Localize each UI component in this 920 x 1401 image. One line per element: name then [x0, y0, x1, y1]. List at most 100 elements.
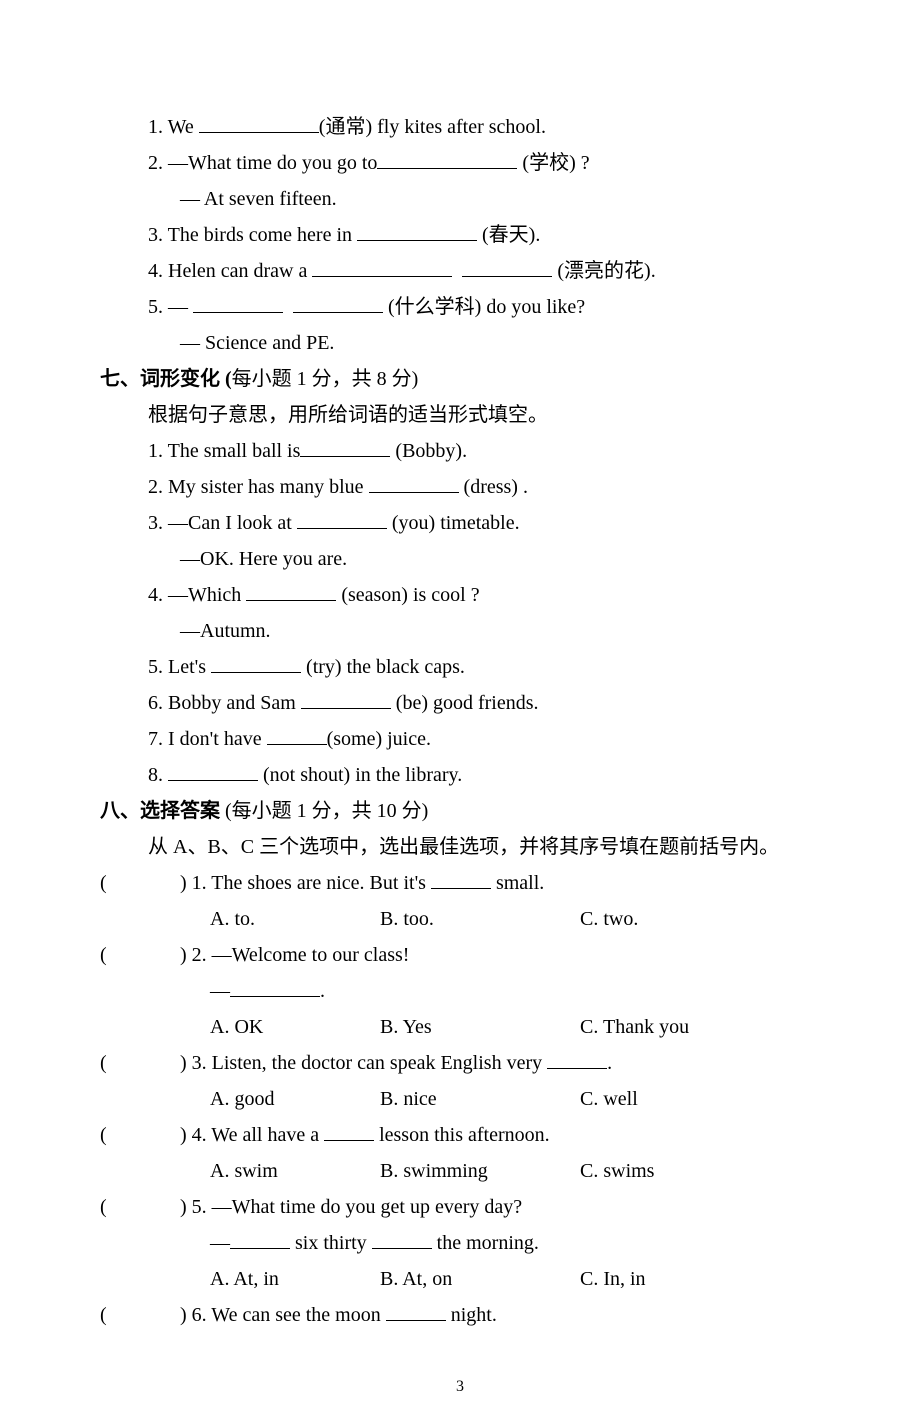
s7-q5: 5. Let's (try) the black caps. — [100, 650, 820, 685]
blank[interactable] — [199, 113, 319, 133]
s8-q4-options: A. swim B. swimming C. swims — [100, 1154, 820, 1189]
blank[interactable] — [357, 221, 477, 241]
s7-q1-pre: 1. The small ball is — [148, 440, 300, 462]
page-number-text: 3 — [456, 1378, 464, 1395]
s6-q1-hint: (通常) — [319, 116, 372, 138]
s8-q3-post: . — [607, 1052, 612, 1074]
s6-q2-ans: — At seven fifteen. — [100, 182, 820, 217]
s6-q1-post: fly kites after school. — [372, 116, 546, 138]
s6-q2: 2. —What time do you go to (学校) ? — [100, 146, 820, 181]
blank[interactable] — [168, 761, 258, 781]
s8-q3-options: A. good B. nice C. well — [100, 1082, 820, 1117]
option-b[interactable]: B. too. — [380, 902, 580, 937]
s7-q4: 4. —Which (season) is cool ? — [100, 578, 820, 613]
blank[interactable] — [246, 581, 336, 601]
s7-q7: 7. I don't have (some) juice. — [100, 722, 820, 757]
blank[interactable] — [372, 1229, 432, 1249]
blank[interactable] — [462, 257, 552, 277]
option-b[interactable]: B. At, on — [380, 1262, 580, 1297]
s7-q6: 6. Bobby and Sam (be) good friends. — [100, 686, 820, 721]
s8-q4: ( ) 4. We all have a lesson this afterno… — [100, 1118, 820, 1153]
s7-q7-pre: 7. I don't have — [148, 728, 267, 750]
section7-header: 七、词形变化 (每小题 1 分，共 8 分) — [100, 362, 820, 397]
blank[interactable] — [211, 653, 301, 673]
blank[interactable] — [386, 1301, 446, 1321]
blank[interactable] — [230, 1229, 290, 1249]
s6-q2-ans-text: — At seven fifteen. — [180, 188, 337, 210]
blank[interactable] — [312, 257, 452, 277]
answer-paren[interactable]: ( — [100, 866, 180, 901]
blank[interactable] — [267, 725, 327, 745]
option-b[interactable]: B. swimming — [380, 1154, 580, 1189]
answer-paren[interactable]: ( — [100, 938, 180, 973]
option-c[interactable]: C. In, in — [580, 1262, 646, 1297]
option-a[interactable]: A. to. — [210, 902, 380, 937]
s6-q3: 3. The birds come here in (春天). — [100, 218, 820, 253]
s6-q5-ans-text: — Science and PE. — [180, 332, 334, 354]
s8-q6-post: night. — [446, 1304, 497, 1326]
option-b[interactable]: B. nice — [380, 1082, 580, 1117]
page-number: 3 — [100, 1373, 820, 1401]
s8-q2-sub-post: . — [320, 980, 325, 1002]
s7-q3-pre: 3. —Can I look at — [148, 512, 297, 534]
s7-q5-pre: 5. Let's — [148, 656, 211, 678]
s8-q1-text: ) 1. The shoes are nice. But it's — [180, 872, 431, 894]
blank[interactable] — [297, 509, 387, 529]
section7-sub: 根据句子意思，用所给词语的适当形式填空。 — [100, 398, 820, 433]
option-c[interactable]: C. well — [580, 1082, 638, 1117]
blank[interactable] — [377, 149, 517, 169]
option-a[interactable]: A. good — [210, 1082, 380, 1117]
s7-q4-pre: 4. —Which — [148, 584, 246, 606]
blank[interactable] — [193, 293, 283, 313]
blank[interactable] — [230, 977, 320, 997]
s7-q7-hint: (some) juice. — [327, 728, 431, 750]
blank[interactable] — [369, 473, 459, 493]
option-a[interactable]: A. OK — [210, 1010, 380, 1045]
s7-q8: 8. (not shout) in the library. — [100, 758, 820, 793]
section8-header: 八、选择答案 (每小题 1 分，共 10 分) — [100, 794, 820, 829]
answer-paren[interactable]: ( — [100, 1190, 180, 1225]
s7-q4-hint: (season) is cool ? — [336, 584, 479, 606]
option-a[interactable]: A. At, in — [210, 1262, 380, 1297]
s8-q5-text: ) 5. —What time do you get up every day? — [180, 1190, 820, 1225]
s8-q5-sub-mid: six thirty — [290, 1232, 372, 1254]
s8-q5-sub-post: the morning. — [432, 1232, 539, 1254]
s6-q4-pre: 4. Helen can draw a — [148, 260, 312, 282]
blank[interactable] — [300, 437, 390, 457]
option-c[interactable]: C. Thank you — [580, 1010, 689, 1045]
blank[interactable] — [431, 869, 491, 889]
s7-q4-ans-text: —Autumn. — [180, 620, 271, 642]
s8-q3-text: ) 3. Listen, the doctor can speak Englis… — [180, 1052, 547, 1074]
s7-q3-hint: (you) timetable. — [387, 512, 520, 534]
s8-q5: ( ) 5. —What time do you get up every da… — [100, 1190, 820, 1225]
s8-q6-text: ) 6. We can see the moon — [180, 1304, 386, 1326]
blank[interactable] — [301, 689, 391, 709]
s8-q5-options: A. At, in B. At, on C. In, in — [100, 1262, 820, 1297]
s7-q3-ans: —OK. Here you are. — [100, 542, 820, 577]
s8-q3: ( ) 3. Listen, the doctor can speak Engl… — [100, 1046, 820, 1081]
s8-q2-sub: —. — [100, 974, 820, 1009]
blank[interactable] — [324, 1121, 374, 1141]
s6-q4-hint: (漂亮的花). — [552, 260, 655, 282]
section7-sub-text: 根据句子意思，用所给词语的适当形式填空。 — [148, 404, 548, 426]
s7-q5-hint: (try) the black caps. — [301, 656, 465, 678]
option-b[interactable]: B. Yes — [380, 1010, 580, 1045]
blank[interactable] — [293, 293, 383, 313]
option-c[interactable]: C. two. — [580, 902, 638, 937]
answer-paren[interactable]: ( — [100, 1046, 180, 1081]
option-a[interactable]: A. swim — [210, 1154, 380, 1189]
answer-paren[interactable]: ( — [100, 1298, 180, 1333]
s8-q4-text: ) 4. We all have a — [180, 1124, 324, 1146]
s7-q8-pre: 8. — [148, 764, 168, 786]
s6-q2-hint: (学校) ? — [517, 152, 589, 174]
s7-q6-pre: 6. Bobby and Sam — [148, 692, 301, 714]
s6-q1: 1. We (通常) fly kites after school. — [100, 110, 820, 145]
s7-q4-ans: —Autumn. — [100, 614, 820, 649]
section8-title: 八、选择答案 — [100, 800, 225, 822]
s6-q2-pre: 2. —What time do you go to — [148, 152, 377, 174]
s8-q2-text: ) 2. —Welcome to our class! — [180, 938, 820, 973]
blank[interactable] — [547, 1049, 607, 1069]
answer-paren[interactable]: ( — [100, 1118, 180, 1153]
option-c[interactable]: C. swims — [580, 1154, 654, 1189]
s7-q6-hint: (be) good friends. — [391, 692, 539, 714]
